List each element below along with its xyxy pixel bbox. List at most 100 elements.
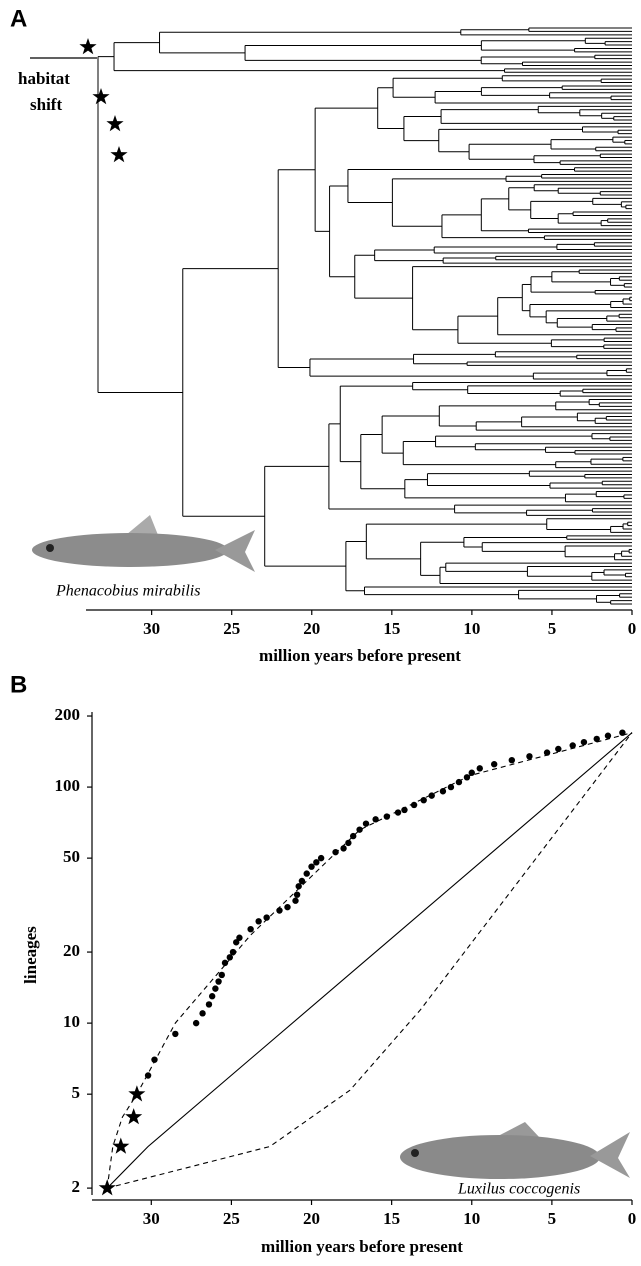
y-tick-label: 100 bbox=[55, 776, 81, 795]
data-point bbox=[284, 903, 291, 911]
panel-label: B bbox=[10, 671, 27, 698]
x-tick-label: 25 bbox=[223, 619, 240, 638]
x-tick-label: 30 bbox=[143, 619, 160, 638]
data-point bbox=[372, 816, 379, 823]
data-point bbox=[555, 745, 562, 753]
y-axis-label: lineages bbox=[21, 926, 40, 984]
data-point bbox=[383, 813, 391, 820]
y-tick-label: 50 bbox=[63, 847, 80, 866]
star-icon bbox=[106, 115, 124, 132]
data-point bbox=[619, 729, 626, 736]
data-point bbox=[192, 1019, 200, 1027]
y-tick-label: 20 bbox=[63, 941, 80, 960]
star-icon bbox=[110, 146, 128, 163]
data-point bbox=[215, 978, 222, 985]
x-axis-label: million years before present bbox=[261, 1237, 463, 1256]
data-point bbox=[172, 1030, 179, 1038]
data-point bbox=[394, 809, 402, 816]
data-point bbox=[303, 870, 310, 877]
x-tick-label: 25 bbox=[223, 1209, 240, 1228]
data-point bbox=[410, 801, 418, 809]
data-point bbox=[255, 918, 262, 925]
data-point bbox=[205, 1001, 213, 1008]
data-point bbox=[362, 820, 370, 827]
x-tick-label: 5 bbox=[548, 619, 557, 638]
star-point bbox=[98, 1179, 116, 1196]
star-point bbox=[128, 1085, 146, 1102]
fish-illustration bbox=[400, 1122, 630, 1179]
data-point bbox=[401, 806, 408, 814]
data-point bbox=[345, 839, 352, 847]
x-tick-label: 30 bbox=[143, 1209, 160, 1228]
data-point bbox=[490, 761, 498, 768]
data-point bbox=[263, 914, 270, 921]
x-tick-label: 15 bbox=[383, 619, 400, 638]
phylogeny bbox=[97, 27, 632, 605]
data-point bbox=[428, 792, 435, 799]
data-point bbox=[144, 1072, 152, 1079]
data-point bbox=[236, 934, 243, 941]
data-point bbox=[476, 765, 483, 772]
annotation: habitat bbox=[18, 69, 70, 88]
x-tick-label: 10 bbox=[463, 619, 480, 638]
data-point bbox=[468, 769, 475, 776]
data-point bbox=[221, 959, 229, 967]
species-caption: Luxilus coccogenis bbox=[457, 1181, 580, 1198]
dashed-line bbox=[107, 732, 633, 1189]
data-point bbox=[229, 948, 237, 956]
data-point bbox=[569, 742, 576, 749]
data-point bbox=[226, 954, 234, 961]
data-point bbox=[356, 826, 363, 833]
y-tick-label: 5 bbox=[72, 1083, 81, 1102]
x-tick-label: 5 bbox=[548, 1209, 557, 1228]
data-point bbox=[340, 845, 347, 852]
x-tick-label: 0 bbox=[628, 1209, 637, 1228]
x-tick-label: 20 bbox=[303, 619, 320, 638]
data-point bbox=[526, 753, 533, 760]
data-point bbox=[151, 1056, 158, 1063]
solid-line bbox=[106, 732, 633, 1189]
data-point bbox=[218, 971, 225, 979]
data-point bbox=[593, 735, 600, 743]
star-point bbox=[125, 1108, 143, 1125]
data-point bbox=[349, 832, 357, 840]
data-point bbox=[276, 907, 283, 914]
data-point bbox=[543, 749, 551, 756]
data-point bbox=[447, 783, 455, 791]
data-point bbox=[580, 738, 588, 746]
data-point bbox=[313, 859, 320, 866]
data-point bbox=[298, 877, 306, 885]
data-point bbox=[247, 925, 254, 933]
x-tick-label: 0 bbox=[628, 619, 637, 638]
panel-label: A bbox=[10, 5, 27, 32]
data-point bbox=[455, 778, 463, 786]
fish-illustration bbox=[32, 515, 255, 572]
data-point bbox=[292, 897, 299, 904]
dashed-line bbox=[106, 732, 633, 1189]
data-point bbox=[604, 732, 612, 739]
x-tick-label: 15 bbox=[383, 1209, 400, 1228]
star-icon bbox=[79, 38, 97, 55]
data-point bbox=[317, 854, 325, 862]
x-tick-label: 10 bbox=[463, 1209, 480, 1228]
data-point bbox=[420, 796, 427, 804]
y-tick-label: 2 bbox=[72, 1177, 81, 1196]
data-point bbox=[439, 788, 447, 795]
y-tick-label: 10 bbox=[63, 1012, 80, 1031]
data-point bbox=[463, 774, 471, 781]
data-point bbox=[199, 1010, 206, 1017]
y-tick-label: 200 bbox=[55, 705, 81, 724]
x-tick-label: 20 bbox=[303, 1209, 320, 1228]
data-point bbox=[508, 756, 516, 764]
x-axis-label: million years before present bbox=[259, 646, 461, 665]
data-point bbox=[212, 985, 219, 992]
data-point bbox=[295, 883, 302, 890]
species-caption: Phenacobius mirabilis bbox=[55, 583, 200, 600]
data-point bbox=[308, 863, 315, 870]
star-point bbox=[112, 1137, 130, 1154]
annotation: shift bbox=[30, 95, 62, 114]
star-icon bbox=[92, 88, 110, 105]
data-point bbox=[332, 848, 339, 856]
data-point bbox=[208, 993, 216, 1000]
